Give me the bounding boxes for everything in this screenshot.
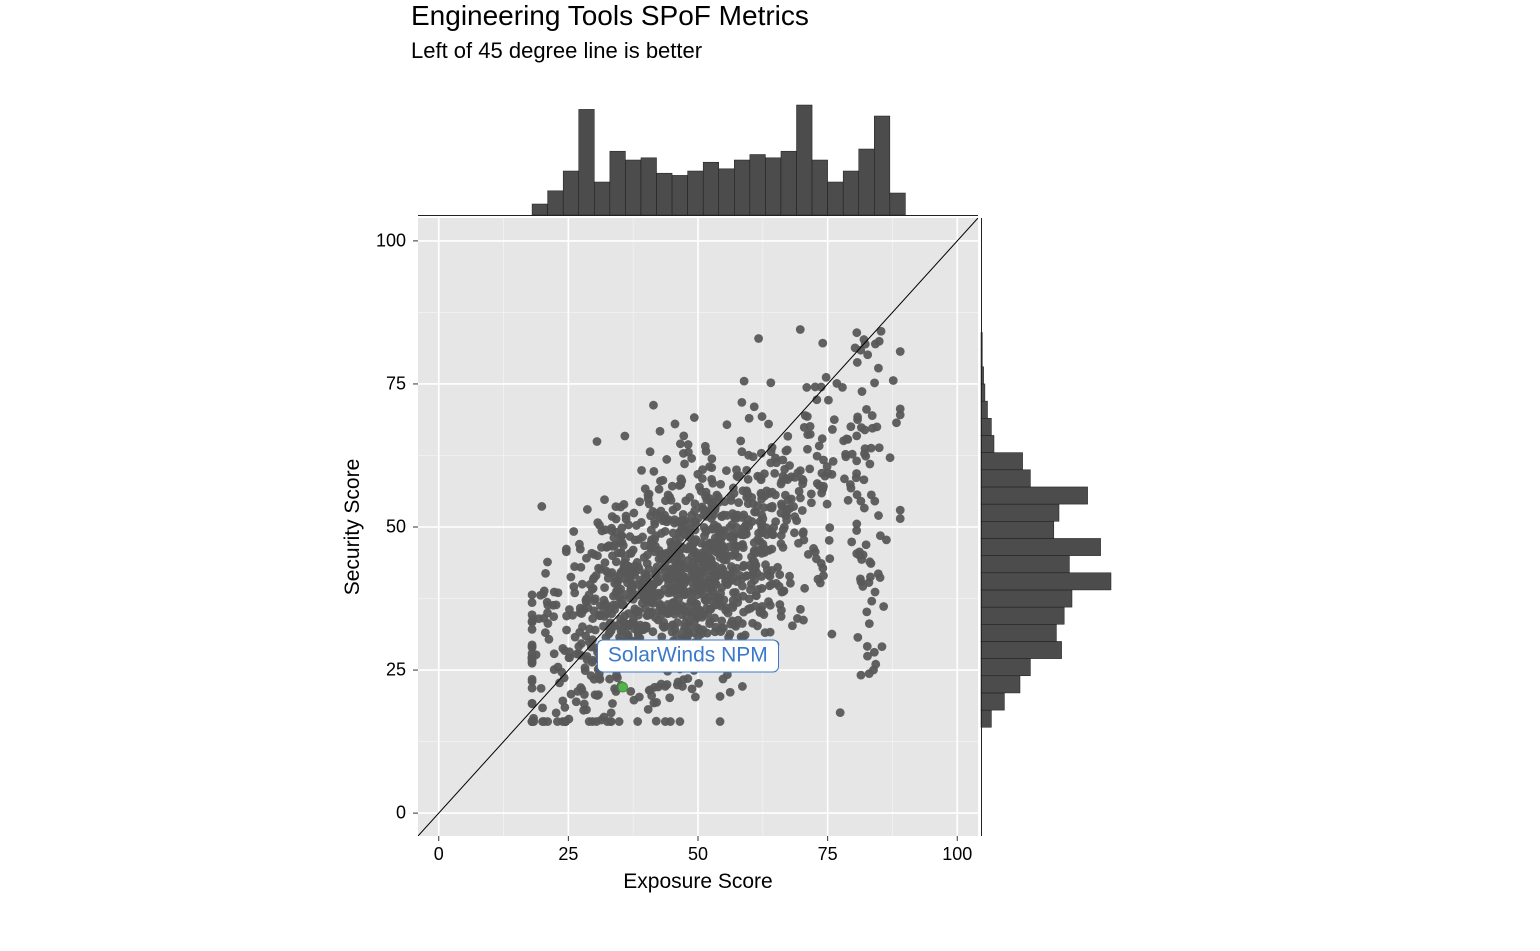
y-tick-label: 100: [376, 230, 406, 251]
chart-title: Engineering Tools SPoF Metrics: [411, 0, 809, 32]
y-tick-label: 75: [386, 373, 406, 394]
x-tick-label: 25: [558, 844, 578, 865]
x-tick-label: 100: [942, 844, 972, 865]
x-axis-label: Exposure Score: [623, 870, 772, 894]
marginal-histogram-right: [981, 218, 1111, 836]
chart-subtitle: Left of 45 degree line is better: [411, 38, 702, 64]
y-tick-label: 0: [396, 803, 406, 824]
highlight-point: [618, 682, 628, 692]
x-tick-label: 50: [688, 844, 708, 865]
scatter-panel: [418, 218, 978, 836]
y-tick-label: 25: [386, 660, 406, 681]
y-axis-label: Security Score: [341, 459, 365, 596]
callout-label: SolarWinds NPM: [597, 639, 779, 672]
marginal-histogram-top: [418, 105, 978, 215]
x-tick-label: 0: [434, 844, 444, 865]
y-tick-label: 50: [386, 517, 406, 538]
x-tick-label: 75: [818, 844, 838, 865]
